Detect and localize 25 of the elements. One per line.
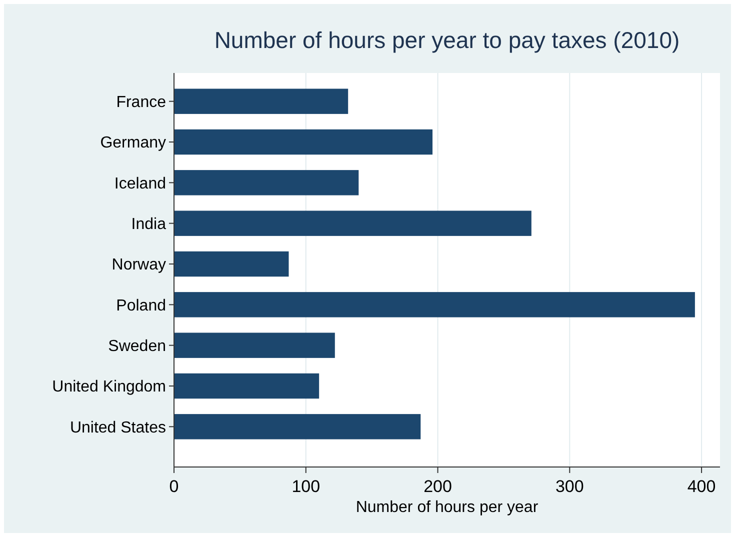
bar <box>174 332 335 358</box>
bar <box>174 88 348 114</box>
bar <box>174 414 421 440</box>
y-tick-label: France <box>116 94 166 111</box>
bar <box>174 210 532 236</box>
x-tick-label: 0 <box>169 477 179 496</box>
x-tick-label: 200 <box>424 477 452 496</box>
chart-title: Number of hours per year to pay taxes (2010) <box>214 27 680 53</box>
bar <box>174 170 359 196</box>
y-tick-label: India <box>131 216 166 233</box>
x-tick-label: 400 <box>687 477 716 496</box>
y-tick-label: Germany <box>100 134 166 152</box>
y-tick-label: Poland <box>116 297 166 314</box>
x-axis-title: Number of hours per year <box>356 499 539 516</box>
y-tick-label: Iceland <box>114 175 166 192</box>
bar <box>174 373 320 399</box>
bar <box>174 251 289 277</box>
x-tick-label: 100 <box>292 477 320 496</box>
bar <box>174 129 432 155</box>
y-tick-label: United Kingdom <box>52 378 166 396</box>
bar <box>174 292 695 318</box>
y-tick-label: United States <box>70 419 166 436</box>
x-tick-label: 300 <box>555 477 584 496</box>
y-tick-label: Sweden <box>108 338 166 355</box>
y-tick-label: Norway <box>112 256 166 274</box>
